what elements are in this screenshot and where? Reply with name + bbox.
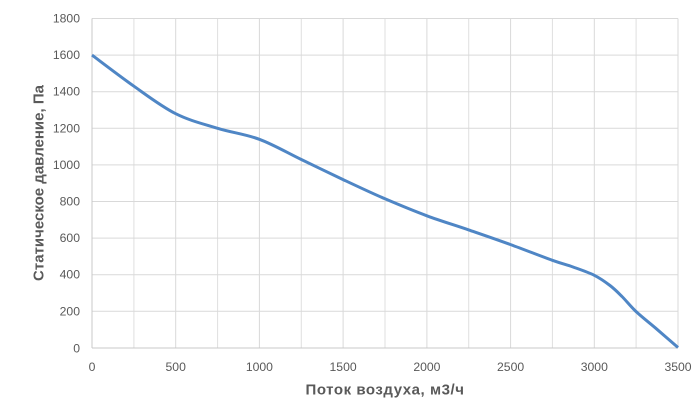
svg-text:500: 500	[166, 360, 187, 374]
svg-text:2500: 2500	[497, 360, 524, 374]
svg-text:Статическое давление, Па: Статическое давление, Па	[31, 84, 48, 281]
svg-text:1600: 1600	[53, 48, 80, 62]
svg-text:800: 800	[60, 195, 81, 209]
svg-text:1400: 1400	[53, 85, 80, 99]
svg-text:1000: 1000	[246, 360, 273, 374]
svg-text:600: 600	[60, 231, 81, 245]
svg-text:0: 0	[73, 342, 80, 356]
svg-text:3000: 3000	[581, 360, 608, 374]
svg-text:400: 400	[60, 268, 81, 282]
svg-text:1800: 1800	[53, 12, 80, 26]
svg-text:3500: 3500	[664, 360, 691, 374]
svg-text:Поток воздуха, м3/ч: Поток воздуха, м3/ч	[305, 382, 464, 399]
svg-text:200: 200	[60, 304, 81, 318]
svg-text:1500: 1500	[330, 360, 357, 374]
svg-text:2000: 2000	[413, 360, 440, 374]
svg-text:1200: 1200	[53, 121, 80, 135]
svg-text:0: 0	[89, 360, 96, 374]
svg-text:1000: 1000	[53, 158, 80, 172]
